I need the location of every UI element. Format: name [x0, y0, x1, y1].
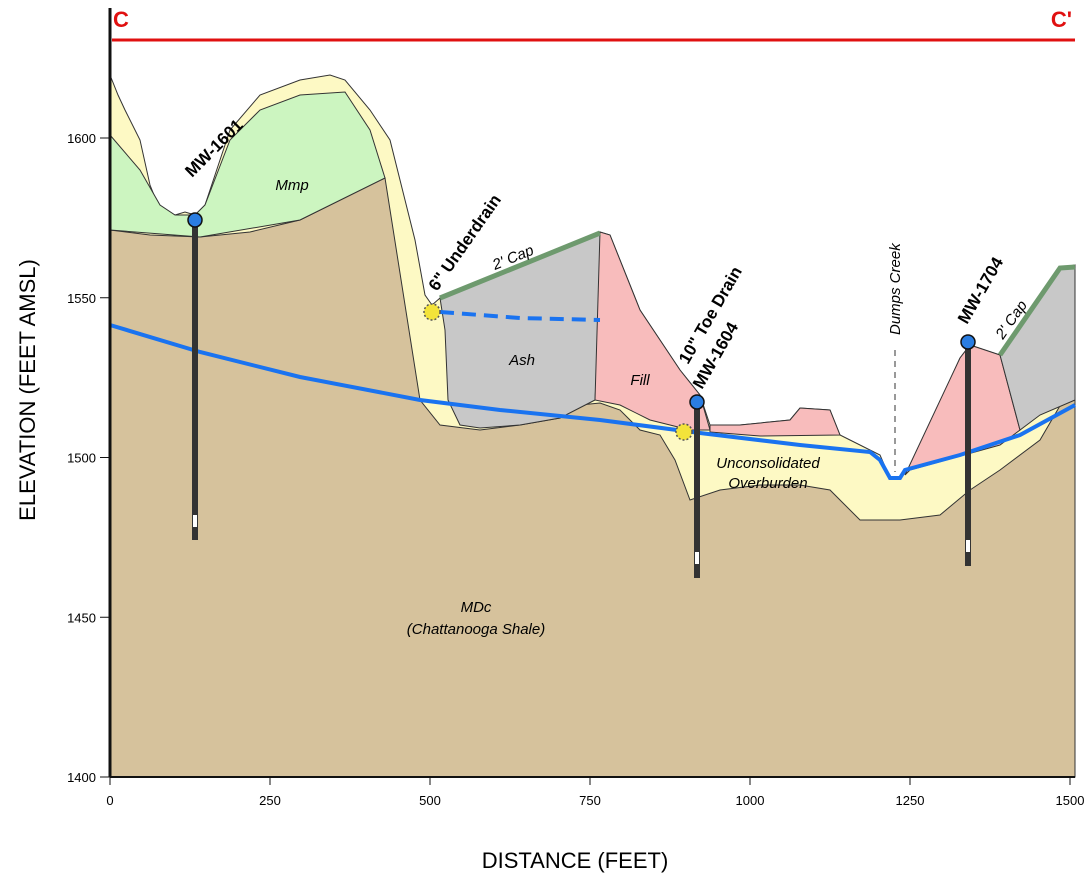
- section-end: C': [1051, 7, 1072, 32]
- x-title: DISTANCE (FEET): [482, 848, 669, 873]
- fill: [710, 408, 840, 436]
- unit-label: Mmp: [275, 177, 308, 194]
- well-label: MW-1704: [954, 254, 1007, 327]
- y-tick-label: 1500: [67, 451, 96, 466]
- x-tick-label: 1500: [1056, 793, 1085, 808]
- unit-label: MDc: [461, 599, 492, 616]
- x-tick-label: 500: [419, 793, 441, 808]
- unit-label: Unconsolidated: [716, 455, 820, 472]
- well-screen: [966, 540, 970, 552]
- well: [965, 342, 971, 566]
- well-screen: [193, 515, 197, 527]
- well-head: [961, 335, 975, 349]
- y-tick-label: 1550: [67, 291, 96, 306]
- x-tick-label: 250: [259, 793, 281, 808]
- x-tick-label: 1000: [736, 793, 765, 808]
- well: [694, 402, 700, 578]
- y-tick-label: 1400: [67, 770, 96, 785]
- y-tick-label: 1600: [67, 131, 96, 146]
- cross-section: C C' DISTANCE (FEET) ELEVATION (FEET AMS…: [0, 0, 1091, 877]
- well-head: [188, 213, 202, 227]
- well-head: [690, 395, 704, 409]
- y-title: ELEVATION (FEET AMSL): [15, 259, 40, 521]
- section-start: C: [113, 7, 129, 32]
- unit-label: (Chattanooga Shale): [407, 621, 545, 638]
- well-screen: [695, 552, 699, 564]
- well: [192, 220, 198, 540]
- unit-label: Fill: [630, 372, 650, 389]
- unit-label: Overburden: [728, 475, 807, 492]
- drain: [424, 304, 440, 320]
- x-tick-label: 0: [106, 793, 113, 808]
- x-tick-label: 1250: [896, 793, 925, 808]
- unit-label: Ash: [508, 352, 535, 369]
- y-tick-label: 1450: [67, 610, 96, 625]
- drain: [676, 424, 692, 440]
- unit-label: Dumps Creek: [887, 242, 904, 335]
- x-tick-label: 750: [579, 793, 601, 808]
